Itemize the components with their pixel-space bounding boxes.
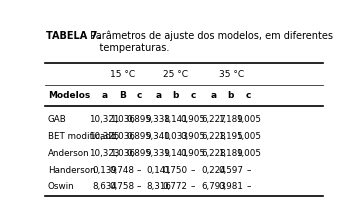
Text: –: – [246, 182, 251, 191]
Text: 0,758: 0,758 [109, 182, 135, 191]
Text: 1,195: 1,195 [218, 132, 243, 141]
Text: 1,005: 1,005 [236, 115, 261, 124]
Text: a: a [211, 91, 217, 101]
Text: 9,339: 9,339 [146, 149, 171, 158]
Text: BET modificado: BET modificado [48, 132, 116, 141]
Text: 1,036: 1,036 [110, 149, 135, 158]
Text: Modelos: Modelos [48, 91, 90, 101]
Text: 6,228: 6,228 [202, 149, 227, 158]
Text: TABELA 7.: TABELA 7. [46, 31, 101, 41]
Text: –: – [191, 166, 195, 175]
Text: 0,905: 0,905 [180, 115, 205, 124]
Text: 0,895: 0,895 [126, 115, 151, 124]
Text: 35 °C: 35 °C [219, 70, 244, 79]
Text: c: c [190, 91, 196, 101]
Text: 1,005: 1,005 [236, 149, 261, 158]
Text: 0,981: 0,981 [218, 182, 243, 191]
Text: 0,597: 0,597 [218, 166, 243, 175]
Text: 1,189: 1,189 [218, 115, 243, 124]
Text: 1,141: 1,141 [163, 149, 187, 158]
Text: c: c [136, 91, 141, 101]
Text: 1,005: 1,005 [236, 132, 261, 141]
Text: 0,905: 0,905 [180, 149, 205, 158]
Text: 1,036: 1,036 [110, 132, 135, 141]
Text: 0,895: 0,895 [126, 149, 151, 158]
Text: 6,793: 6,793 [202, 182, 227, 191]
Text: 1,036: 1,036 [110, 115, 135, 124]
Text: b: b [228, 91, 234, 101]
Text: 10,325: 10,325 [89, 132, 120, 141]
Text: 1,141: 1,141 [163, 115, 187, 124]
Text: 10,323: 10,323 [89, 149, 120, 158]
Text: 8,634: 8,634 [92, 182, 117, 191]
Text: –: – [137, 182, 141, 191]
Text: 10,321: 10,321 [89, 115, 120, 124]
Text: GAB: GAB [48, 115, 66, 124]
Text: a: a [102, 91, 108, 101]
Text: 8,316: 8,316 [146, 182, 171, 191]
Text: 9,338: 9,338 [146, 115, 171, 124]
Text: Oswin: Oswin [48, 182, 74, 191]
Text: 0,750: 0,750 [163, 166, 188, 175]
Text: 0,141: 0,141 [146, 166, 171, 175]
Text: –: – [137, 166, 141, 175]
Text: 25 °C: 25 °C [163, 70, 188, 79]
Text: 15 °C: 15 °C [109, 70, 135, 79]
Text: 0,905: 0,905 [180, 132, 205, 141]
Text: 0,139: 0,139 [92, 166, 117, 175]
Text: a: a [155, 91, 162, 101]
Text: B: B [119, 91, 126, 101]
Text: b: b [172, 91, 178, 101]
Text: 0,895: 0,895 [126, 132, 151, 141]
Text: –: – [191, 182, 195, 191]
Text: 0,772: 0,772 [163, 182, 188, 191]
Text: 6,228: 6,228 [202, 132, 227, 141]
Text: 1,033: 1,033 [163, 132, 188, 141]
Text: Anderson: Anderson [48, 149, 89, 158]
Text: 6,227: 6,227 [202, 115, 227, 124]
Text: 1,189: 1,189 [218, 149, 243, 158]
Text: Parâmetros de ajuste dos modelos, em diferentes
    temperaturas.: Parâmetros de ajuste dos modelos, em dif… [88, 31, 334, 53]
Text: 0,224: 0,224 [202, 166, 227, 175]
Text: –: – [246, 166, 251, 175]
Text: 9,340: 9,340 [146, 132, 171, 141]
Text: Handerson: Handerson [48, 166, 95, 175]
Text: 0,748: 0,748 [110, 166, 135, 175]
Text: c: c [246, 91, 251, 101]
